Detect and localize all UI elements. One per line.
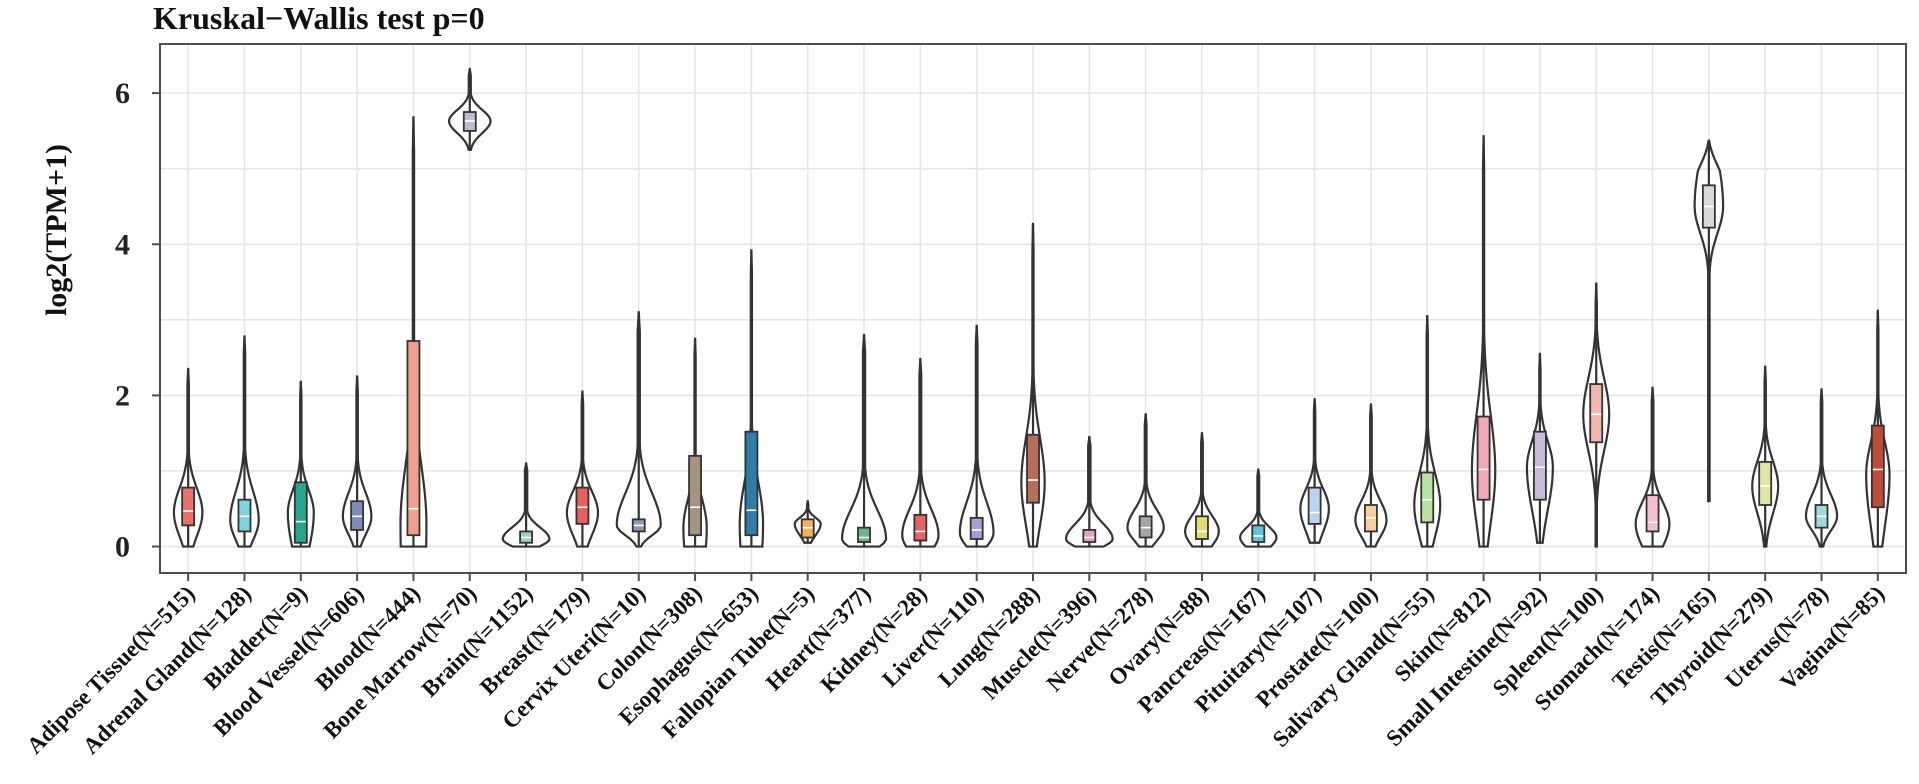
violin-shape	[1804, 388, 1839, 548]
violin-plot-area	[172, 67, 1891, 548]
violin-group	[1239, 468, 1278, 548]
violin-group	[958, 324, 995, 548]
violin-group	[1354, 403, 1388, 548]
violin-group	[1693, 139, 1725, 503]
violin-group	[682, 337, 708, 548]
violin-shape	[1582, 282, 1611, 548]
violin-box	[1026, 433, 1040, 504]
violin-group	[793, 500, 822, 544]
violin-box	[406, 340, 421, 537]
violin-group	[1184, 432, 1220, 548]
violin-box	[1251, 524, 1266, 543]
violin-group	[1525, 352, 1554, 544]
y-tick-label: 0	[115, 531, 130, 564]
y-axis: 0 2 4 6	[115, 77, 160, 564]
x-axis: Adipose Tissue(N=515)Adrenal Gland(N=128…	[22, 573, 1889, 759]
violin-group	[1126, 413, 1165, 548]
violin-group	[341, 375, 373, 548]
violin-group	[172, 367, 204, 548]
violin-shape	[1525, 352, 1554, 544]
violin-shape	[1184, 432, 1220, 548]
violin-shape	[286, 380, 315, 548]
violin-box	[1420, 471, 1435, 524]
violin-group	[1299, 398, 1330, 544]
violin-box	[1307, 486, 1322, 525]
violin-box	[1758, 461, 1773, 506]
violin-group	[1804, 388, 1839, 548]
violin-box	[293, 481, 308, 544]
chart-title: Kruskal−Wallis test p=0	[153, 0, 485, 36]
violin-shape	[1064, 435, 1114, 548]
violin-shape	[501, 462, 551, 548]
violin-box	[688, 454, 702, 537]
violin-box	[575, 486, 590, 525]
y-tick-label: 2	[115, 379, 130, 412]
violin-box	[1870, 424, 1885, 509]
y-tick-label: 4	[115, 228, 130, 261]
violin-group	[1865, 309, 1891, 548]
violin-box	[913, 513, 928, 542]
violin-group	[501, 462, 551, 548]
violin-group	[286, 380, 315, 548]
violin-group	[1413, 314, 1442, 548]
violin-shape	[958, 324, 995, 548]
violin-box	[1476, 415, 1491, 501]
violin-box	[1082, 529, 1097, 543]
violin-shape	[341, 375, 373, 548]
violin-group	[615, 311, 662, 548]
y-axis-title: log2(TPM+1)	[40, 144, 73, 316]
violin-box	[969, 516, 984, 540]
violin-box	[857, 526, 871, 543]
violin-shape	[229, 335, 260, 548]
violin-box	[744, 430, 759, 537]
violin-shape	[901, 358, 940, 548]
violin-group	[565, 390, 600, 548]
violin-group	[1470, 135, 1497, 548]
violin-group	[399, 116, 428, 548]
y-tick-label: 6	[115, 77, 130, 110]
violin-group	[1064, 435, 1114, 548]
violin-group	[1751, 365, 1780, 548]
violin-group	[901, 358, 940, 548]
violin-box	[1195, 515, 1209, 540]
violin-group	[447, 67, 492, 151]
violin-group	[738, 249, 765, 548]
violin-box	[1589, 383, 1604, 444]
violin-box	[1645, 494, 1660, 533]
violin-box	[181, 486, 196, 527]
violin-group	[840, 333, 888, 548]
violin-box	[1533, 430, 1547, 501]
violin-group	[1634, 386, 1671, 548]
violin-group	[229, 335, 260, 548]
violin-group	[1020, 222, 1046, 548]
violin-group	[1582, 282, 1611, 548]
